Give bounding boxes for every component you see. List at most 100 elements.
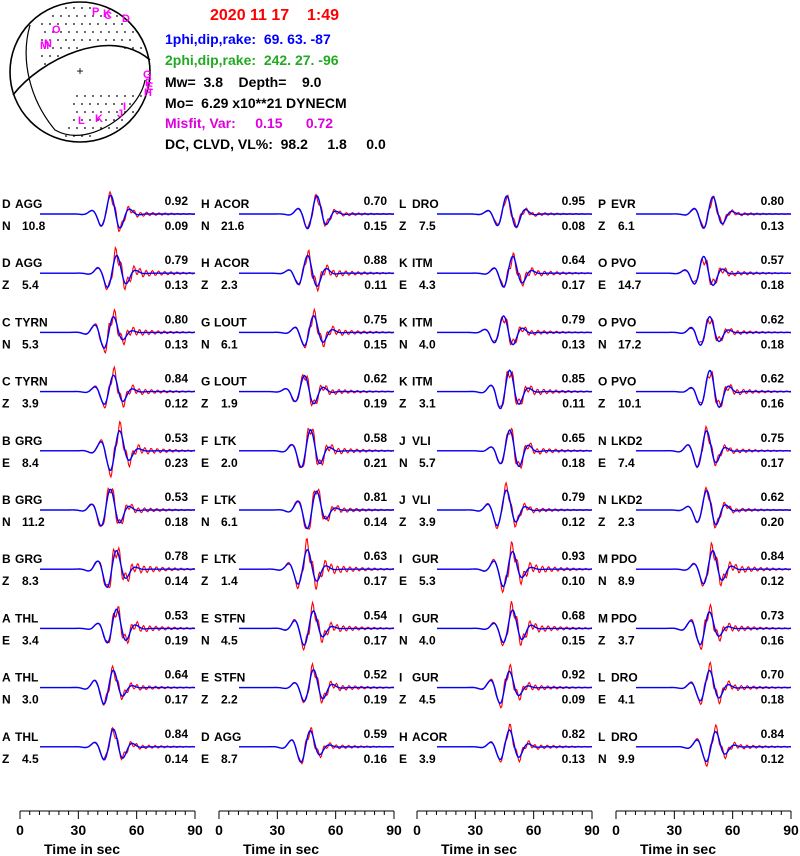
shift-value-label: 0.19 <box>165 633 189 647</box>
distance-label: 5.7 <box>419 456 436 470</box>
component-label: Z <box>201 278 208 292</box>
synthetic-trace <box>40 374 195 405</box>
x-axis-label: Time in sec <box>243 841 319 856</box>
station-letter: M <box>40 40 49 52</box>
tension-dot <box>68 15 70 17</box>
cc-value-label: 0.59 <box>364 727 388 741</box>
mo-label: Mo= <box>165 95 194 111</box>
synthetic-trace <box>636 429 791 468</box>
synthetic-trace <box>437 609 592 644</box>
synthetic-trace <box>40 728 195 761</box>
shift-value-label: 0.19 <box>364 397 388 411</box>
waveform-panel: A THL N 3.0 0.64 0.17 <box>2 664 196 707</box>
waveform-panel: M PDO Z 3.7 0.73 0.16 <box>598 602 792 651</box>
time-axis: 0 30 60 90 Time in sec <box>413 810 600 856</box>
tension-dot <box>76 15 78 17</box>
tension-dot <box>76 47 78 49</box>
tension-dot <box>140 95 142 97</box>
station-code-label: I <box>399 611 402 625</box>
tension-dot <box>76 111 78 113</box>
synthetic-trace <box>239 254 394 288</box>
station-code-label: H <box>201 256 210 270</box>
distance-label: 1.4 <box>221 574 238 588</box>
waveform-panel: H ACOR E 3.9 0.82 0.13 <box>399 723 593 766</box>
var-value: 0.72 <box>305 115 334 131</box>
cc-value-label: 0.80 <box>165 312 189 326</box>
waveform-panel: A THL E 3.4 0.53 0.19 <box>2 606 196 647</box>
cc-value-label: 0.84 <box>165 727 189 741</box>
distance-label: 14.7 <box>618 278 642 292</box>
station-code-label: O <box>598 256 607 270</box>
station-name-label: LKD2 <box>611 493 643 507</box>
shift-value-label: 0.12 <box>761 752 785 766</box>
cc-value-label: 0.82 <box>562 727 586 741</box>
component-label: Z <box>399 397 406 411</box>
tension-dot <box>89 39 91 41</box>
station-name-label: AGG <box>214 730 241 744</box>
tension-dot <box>84 31 86 33</box>
station-code-label: L <box>399 197 406 211</box>
station-code-label: N <box>598 434 607 448</box>
waveform-panel: K ITM N 4.0 0.79 0.13 <box>399 312 593 351</box>
station-code-label: G <box>201 375 210 389</box>
station-name-label: LTK <box>214 493 237 507</box>
tension-dot <box>57 55 59 57</box>
component-label: N <box>399 456 408 470</box>
cc-value-label: 0.65 <box>562 431 586 445</box>
station-code-label: J <box>399 493 406 507</box>
tension-dot <box>113 39 115 41</box>
clvd-value: 1.8 <box>327 136 347 152</box>
cc-value-label: 0.95 <box>562 194 586 208</box>
shift-value-label: 0.14 <box>364 515 388 529</box>
shift-value-label: 0.15 <box>364 219 388 233</box>
distance-label: 5.3 <box>22 337 39 351</box>
synthetic-trace <box>636 669 791 702</box>
shift-value-label: 0.21 <box>364 456 388 470</box>
tension-dot <box>100 127 102 129</box>
component-label: E <box>201 752 209 766</box>
tension-dots <box>41 7 142 137</box>
station-letter: L <box>78 115 85 127</box>
misfit-text: Misfit, Var: 0.15 0.72 <box>165 115 333 131</box>
tension-dot <box>121 103 123 105</box>
tension-dot <box>92 127 94 129</box>
tension-dot <box>81 23 83 25</box>
station-letter: K <box>95 113 103 125</box>
tension-dot <box>57 23 59 25</box>
distance-label: 4.5 <box>22 752 39 766</box>
center-mark: + <box>76 64 83 78</box>
tension-dot <box>97 103 99 105</box>
shift-value-label: 0.19 <box>364 693 388 707</box>
synthetic-trace <box>437 315 592 346</box>
station-name-label: AGG <box>15 197 42 211</box>
tension-dot <box>44 63 46 65</box>
waveform-panel: B GRG E 8.4 0.53 0.23 <box>2 420 196 479</box>
station-letter: J <box>117 108 123 120</box>
tension-dot <box>140 47 142 49</box>
station-name-label: THL <box>15 671 38 685</box>
tension-dot <box>49 39 51 41</box>
station-name-label: THL <box>15 611 38 625</box>
station-code-label: O <box>598 315 607 329</box>
shift-value-label: 0.17 <box>364 574 388 588</box>
distance-label: 6.1 <box>221 337 238 351</box>
waveform-panel: D AGG N 10.8 0.92 0.09 <box>2 190 196 233</box>
nodal-plane-1-text: 1phi,dip,rake: 69. 63. -87 <box>165 31 331 47</box>
nodal-plane-2-text: 2phi,dip,rake: 242. 27. -96 <box>165 52 339 68</box>
event-time: 1:49 <box>306 7 340 24</box>
tension-dot <box>121 39 123 41</box>
distance-label: 9.9 <box>618 752 635 766</box>
cc-value-label: 0.73 <box>761 608 785 622</box>
component-label: N <box>598 337 607 351</box>
x-axis-label: Time in sec <box>441 841 517 856</box>
tension-dot <box>105 23 107 25</box>
tick-label: 0 <box>413 822 421 838</box>
station-code-label: A <box>2 671 11 685</box>
component-label: N <box>399 633 408 647</box>
station-letter: F <box>145 77 152 89</box>
np2-values: 242. 27. -96 <box>263 52 339 68</box>
station-name-label: ITM <box>412 375 433 389</box>
np1-values: 69. 63. -87 <box>263 31 331 47</box>
station-code-label: N <box>598 493 607 507</box>
station-code-label: I <box>399 671 402 685</box>
